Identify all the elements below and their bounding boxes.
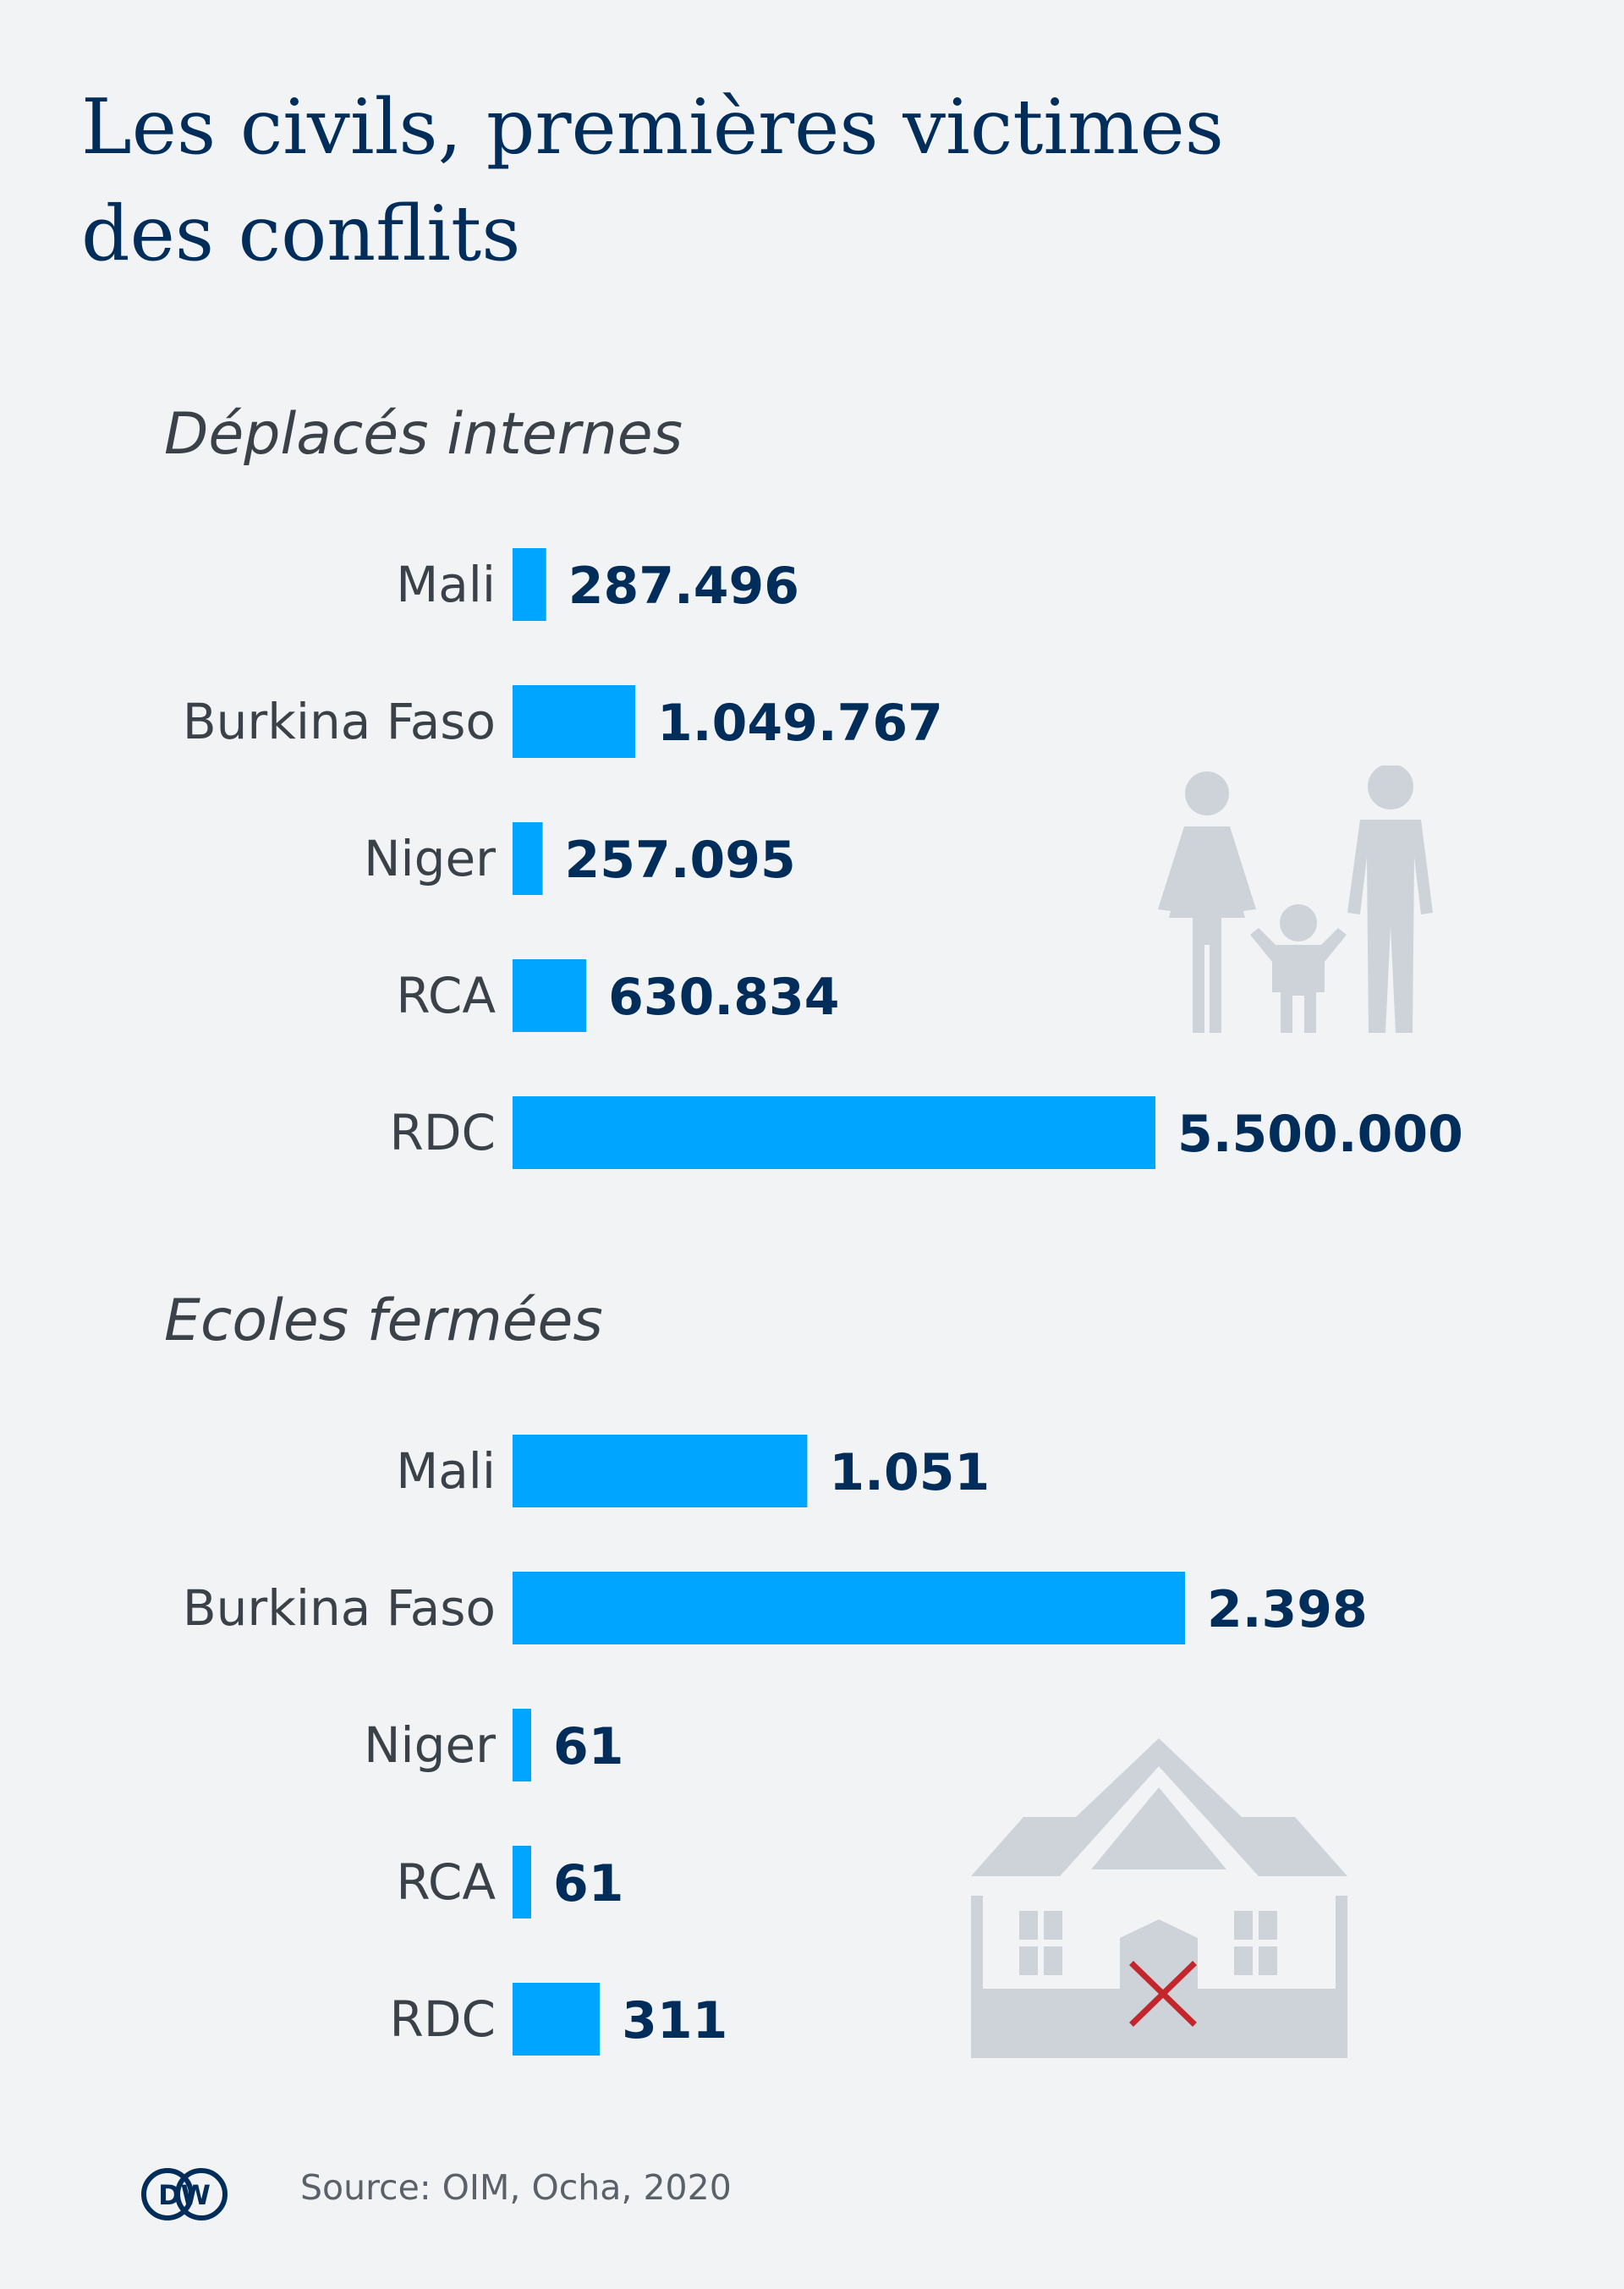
dw-logo-text: DW xyxy=(158,2179,211,2211)
chart-title-line-2: des conflits xyxy=(81,189,521,278)
section-title-displaced: Déplacés internes xyxy=(164,401,683,468)
displaced-bar xyxy=(513,1096,1155,1169)
schools-value-label: 1.051 xyxy=(829,1443,990,1502)
displaced-category-label: RDC xyxy=(390,1104,496,1161)
schools-category-label: Burkina Faso xyxy=(183,1579,496,1637)
displaced-category-label: RCA xyxy=(396,967,496,1024)
schools-bar xyxy=(513,1709,531,1781)
schools-bar xyxy=(513,1435,808,1507)
displaced-category-label: Burkina Faso xyxy=(183,693,496,750)
schools-value-label: 2.398 xyxy=(1207,1580,1368,1639)
chart-title: Les civils, premières victimes des confl… xyxy=(81,74,1350,288)
schools-category-label: Mali xyxy=(396,1442,496,1500)
displaced-value-label: 257.095 xyxy=(565,831,796,890)
displaced-value-label: 5.500.000 xyxy=(1177,1105,1463,1164)
displaced-value-label: 1.049.767 xyxy=(657,694,943,753)
displaced-category-label: Niger xyxy=(364,830,496,887)
schools-category-label: RDC xyxy=(390,1990,496,2048)
dw-logo: DW xyxy=(141,2168,228,2220)
schools-category-label: RCA xyxy=(396,1853,496,1911)
displaced-bar xyxy=(513,959,587,1032)
closed-school-icon xyxy=(971,1738,1347,2058)
schools-value-label: 311 xyxy=(622,1991,727,2050)
schools-value-label: 61 xyxy=(553,1717,624,1776)
schools-bar xyxy=(513,1846,531,1918)
section-title-schools: Ecoles fermées xyxy=(164,1287,603,1354)
displaced-bar xyxy=(513,822,543,895)
displaced-value-label: 287.496 xyxy=(568,557,799,616)
displaced-value-label: 630.834 xyxy=(608,968,839,1027)
family-icon xyxy=(1158,766,1433,1033)
displaced-category-label: Mali xyxy=(396,556,496,613)
source-note: Source: OIM, Ocha, 2020 xyxy=(300,2167,732,2208)
displaced-bar xyxy=(513,548,546,621)
chart-title-line-1: Les civils, premières victimes xyxy=(81,83,1224,172)
schools-bar xyxy=(513,1983,601,2056)
schools-value-label: 61 xyxy=(553,1854,624,1913)
schools-bar xyxy=(513,1572,1185,1644)
displaced-bar xyxy=(513,685,636,758)
schools-category-label: Niger xyxy=(364,1716,496,1774)
